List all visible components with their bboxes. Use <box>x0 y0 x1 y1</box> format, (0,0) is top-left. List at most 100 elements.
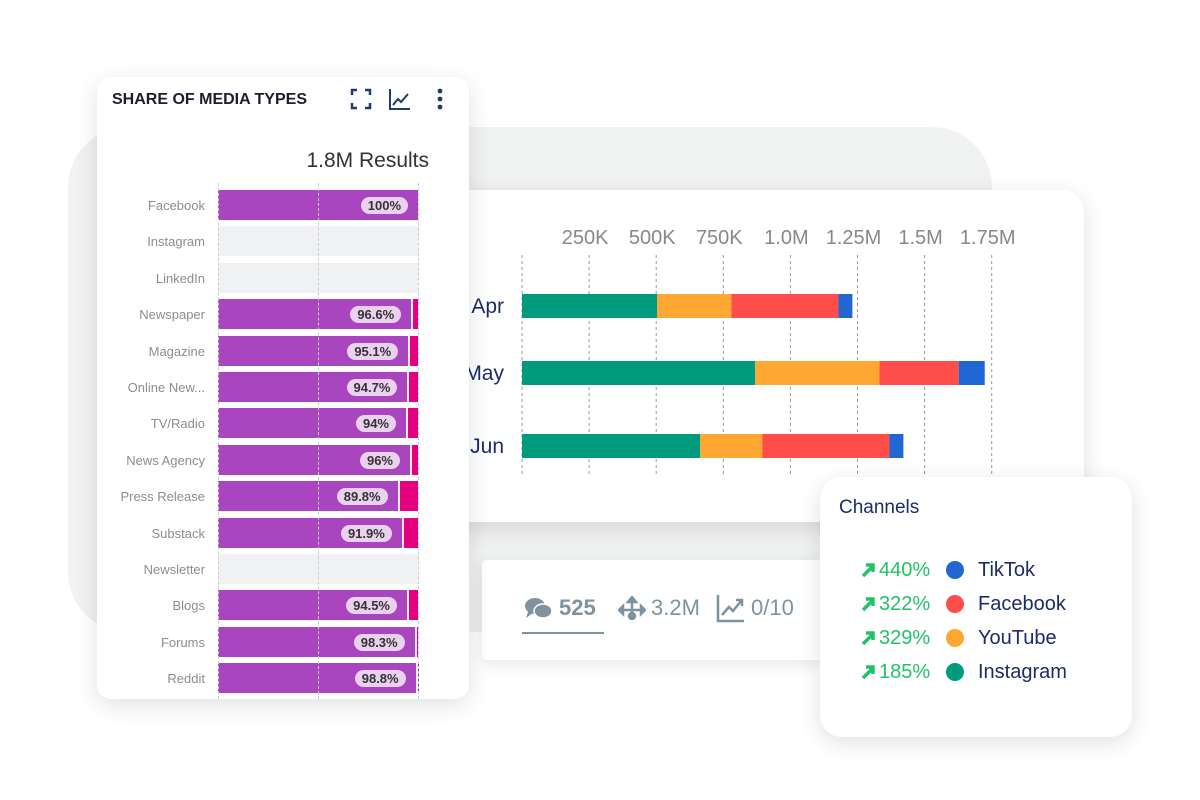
bar-value-label: 89.8% <box>336 488 388 506</box>
bar-segment-facebook[interactable] <box>762 434 890 458</box>
bar-segment-instagram[interactable] <box>522 361 756 385</box>
stats-bar: 525 3.2M 0/10 <box>482 560 822 660</box>
line-chart-icon[interactable] <box>388 87 412 111</box>
channel-item: 322% Facebook <box>860 589 1066 619</box>
channel-change: 440% <box>879 558 931 581</box>
bar-remainder[interactable] <box>403 517 418 548</box>
monthly-channel-chart-card: 250K 500K 750K 1.0M 1.25M 1.5M 1.75M Apr May Jun <box>432 190 1084 522</box>
media-row: Substack 91.9% <box>97 517 469 548</box>
channel-color-dot <box>946 595 964 613</box>
media-label: Blogs <box>172 598 205 614</box>
bar-value-label: 91.9% <box>340 524 392 542</box>
panel-title: SHARE OF MEDIA TYPES <box>112 91 307 108</box>
bar-value-label: 94% <box>355 415 396 433</box>
media-label: Substack <box>151 525 205 541</box>
media-row: Forums 98.3% <box>97 626 469 657</box>
channel-item: 185% Instagram <box>860 657 1067 687</box>
bar-segment-youtube[interactable] <box>700 434 763 458</box>
arrow-up-right-icon <box>861 631 875 646</box>
x-tick-label: 1.5M <box>898 227 942 249</box>
channel-color-dot <box>946 629 964 647</box>
bar-value-label: 96.6% <box>350 306 402 324</box>
gridline <box>318 183 319 699</box>
channel-name: Facebook <box>978 592 1066 615</box>
media-label: Newsletter <box>143 562 205 577</box>
expand-icon[interactable] <box>349 87 373 111</box>
media-label: LinkedIn <box>155 270 205 286</box>
bar-remainder[interactable] <box>408 408 418 439</box>
more-vertical-icon[interactable] <box>428 87 452 111</box>
reach-value[interactable]: 3.2M <box>651 595 700 620</box>
channel-name: Instagram <box>978 660 1067 683</box>
bar-value-label: 100% <box>360 197 408 214</box>
channel-color-dot <box>946 561 964 579</box>
x-tick-label: 500K <box>629 227 676 249</box>
channels-title: Channels <box>839 497 920 518</box>
gridline <box>418 183 419 699</box>
arrow-up-right-icon <box>861 597 875 612</box>
trend-value[interactable]: 0/10 <box>751 595 794 620</box>
media-label: Forums <box>160 634 205 650</box>
media-label: Online New... <box>127 380 205 395</box>
media-label: Magazine <box>148 343 205 359</box>
x-tick-label: 250K <box>562 227 609 249</box>
bar-segment-facebook[interactable] <box>879 361 959 385</box>
bar-value-label: 98.8% <box>354 670 406 688</box>
channels-legend-card: Channels 440% TikTok 322% Facebook 329% YouTu… <box>820 477 1132 737</box>
trend-icon <box>716 595 744 623</box>
media-row: Press Release 89.8% <box>97 481 469 512</box>
bar-segment-tiktok[interactable] <box>958 361 985 385</box>
media-row: Online New... 94.7% <box>97 372 469 402</box>
y-category-label: Jun <box>470 435 504 458</box>
bar-remainder[interactable] <box>412 444 418 475</box>
media-row: TV/Radio 94% <box>97 408 469 439</box>
media-label: Newspaper <box>139 307 205 323</box>
bar-segment-tiktok[interactable] <box>889 434 904 458</box>
channel-change: 185% <box>879 660 931 683</box>
bar-segment-youtube[interactable] <box>755 361 880 385</box>
bar-value-label: 94.7% <box>346 379 398 396</box>
bar-remainder[interactable] <box>413 299 418 330</box>
bar-value-label: 98.3% <box>353 633 405 651</box>
share-of-media-types-card: SHARE OF MEDIA TYPES 1.8M Results Facebo… <box>97 77 469 699</box>
channel-change: 322% <box>879 592 931 615</box>
channel-item: 329% YouTube <box>860 623 1057 653</box>
bar-segment-instagram[interactable] <box>522 434 701 458</box>
bar-track: 96% <box>218 444 418 475</box>
bar-value-label: 96% <box>359 451 400 469</box>
media-row: Magazine 95.1% <box>97 335 469 366</box>
arrow-up-right-icon <box>861 563 875 578</box>
media-label: Reddit <box>167 671 205 687</box>
media-row: Facebook 100% <box>97 190 469 220</box>
media-row: Newspaper 96.6% <box>97 299 469 330</box>
arrow-up-right-icon <box>861 665 875 680</box>
bar-segment-tiktok[interactable] <box>838 294 853 318</box>
bar-remainder[interactable] <box>416 626 418 657</box>
bar-remainder[interactable] <box>410 335 418 366</box>
channel-name: YouTube <box>978 626 1057 649</box>
bar-segment-facebook[interactable] <box>731 294 839 318</box>
bar-remainder[interactable] <box>409 590 418 621</box>
media-label: Facebook <box>147 198 205 213</box>
results-count: 1.8M Results <box>306 149 429 172</box>
bar-remainder[interactable] <box>409 372 418 402</box>
active-tab-underline <box>522 632 604 634</box>
media-row: Reddit 98.8% <box>97 663 469 694</box>
stacked-bar-chart: 250K 500K 750K 1.0M 1.25M 1.5M 1.75M Apr May Jun <box>464 227 1016 477</box>
bar-value-label: 95.1% <box>347 342 399 360</box>
bar-segment-instagram[interactable] <box>522 294 658 318</box>
comments-count[interactable]: 525 <box>559 595 596 620</box>
media-row: Newsletter <box>97 554 469 584</box>
media-label: Press Release <box>120 489 205 505</box>
media-row: News Agency 96% <box>97 444 469 475</box>
bar-segment-youtube[interactable] <box>657 294 732 318</box>
channel-item: 440% TikTok <box>860 555 1035 585</box>
reach-icon <box>618 596 646 621</box>
x-tick-label: 1.75M <box>960 227 1016 249</box>
x-tick-label: 750K <box>696 227 743 249</box>
media-label: Instagram <box>147 234 205 250</box>
bar-remainder[interactable] <box>399 481 418 512</box>
y-category-label: Apr <box>471 295 504 318</box>
channel-name: TikTok <box>978 558 1036 581</box>
gridline <box>218 183 219 699</box>
